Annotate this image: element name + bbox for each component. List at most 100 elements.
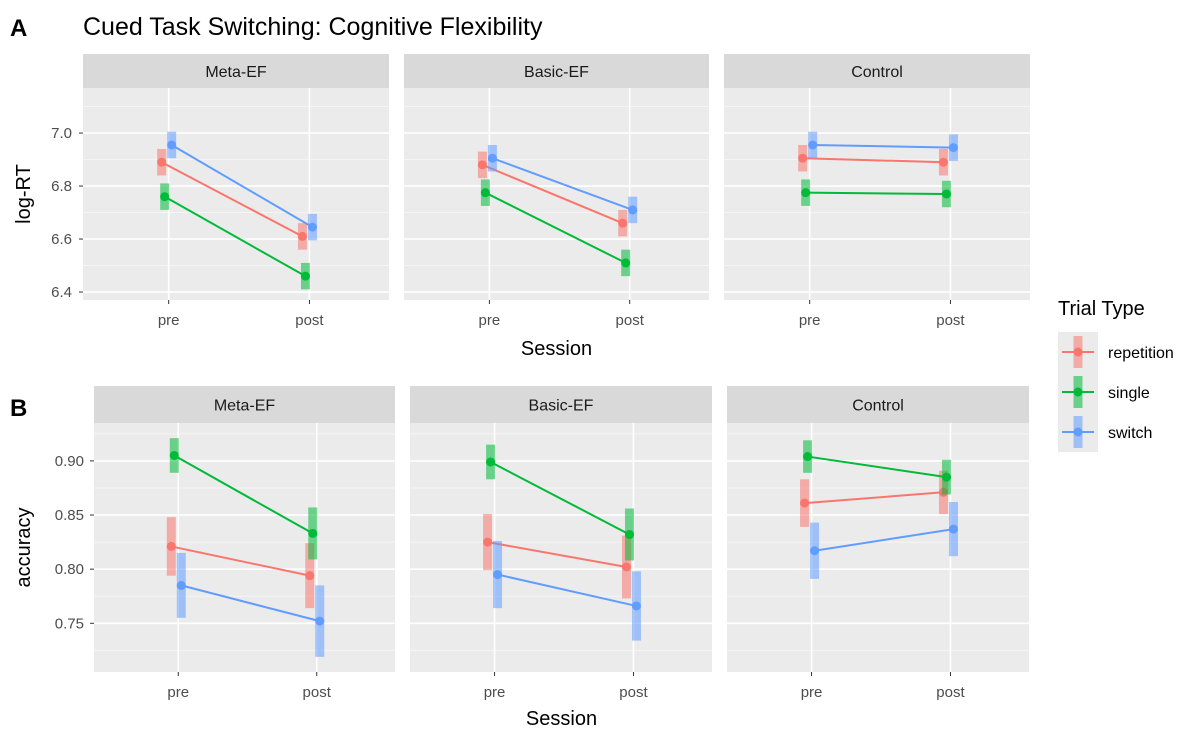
data-point xyxy=(938,157,948,167)
data-point xyxy=(315,616,325,626)
data-point xyxy=(624,530,634,540)
data-point xyxy=(800,498,810,508)
series-line xyxy=(173,454,314,535)
plot-background xyxy=(404,88,709,300)
series-single xyxy=(480,179,631,277)
data-point xyxy=(798,153,808,163)
data-point xyxy=(631,601,641,611)
series-line xyxy=(164,195,306,278)
facet-strip-label: Meta-EF xyxy=(214,398,276,415)
data-point xyxy=(803,452,813,462)
y-axis-title: accuracy xyxy=(13,507,35,587)
series-single xyxy=(801,179,951,208)
y-tick-label: 6.6 xyxy=(51,231,72,248)
legend-title: Trial Type xyxy=(1058,298,1145,320)
series-repetition xyxy=(477,151,628,237)
facet-strip xyxy=(410,386,712,423)
x-axis-title: Session xyxy=(526,708,597,729)
series-line xyxy=(171,545,310,577)
data-point xyxy=(628,205,638,215)
series-line xyxy=(812,143,954,149)
y-tick-label: 6.8 xyxy=(51,178,72,195)
data-point xyxy=(308,528,318,538)
x-tick-label: post xyxy=(936,684,965,701)
series-repetition xyxy=(166,517,315,609)
legend: Trial Type repetition single switch xyxy=(1058,298,1174,452)
series-switch xyxy=(808,131,958,161)
data-point xyxy=(810,546,820,556)
plot-background xyxy=(94,423,395,672)
data-point xyxy=(801,188,811,198)
y-tick-label: 7.0 xyxy=(51,125,72,142)
facet-panel-control: Control pre post xyxy=(727,386,1029,701)
data-point xyxy=(941,472,951,482)
facet-strip xyxy=(724,54,1030,88)
data-point xyxy=(307,222,317,232)
x-tick-label: pre xyxy=(167,684,189,701)
data-point xyxy=(487,153,497,163)
data-point xyxy=(176,580,186,590)
legend-item-label: single xyxy=(1108,385,1150,402)
x-tick-label: post xyxy=(936,312,965,329)
data-point xyxy=(941,189,951,199)
data-point xyxy=(948,524,958,534)
facet-strip-label: Meta-EF xyxy=(205,64,267,81)
series-repetition xyxy=(798,144,948,176)
data-point xyxy=(948,143,958,153)
series-line xyxy=(482,163,624,225)
plot-a-logrt: Meta-EF pre post Basic-EF pre post Control pre p… xyxy=(13,54,1030,360)
chart-title: Cued Task Switching: Cognitive Flexibili… xyxy=(83,13,543,41)
data-point xyxy=(167,140,177,150)
y-tick-label: 0.75 xyxy=(55,615,84,632)
series-line xyxy=(497,573,637,607)
series-single xyxy=(160,183,310,290)
series-switch xyxy=(493,541,641,641)
series-line xyxy=(814,528,954,552)
series-switch xyxy=(167,131,317,241)
panel-a-letter: A xyxy=(10,15,27,42)
x-tick-label: post xyxy=(619,684,648,701)
data-point xyxy=(297,231,307,241)
data-point xyxy=(157,157,167,167)
series-line xyxy=(805,191,947,195)
facet-strip-label: Basic-EF xyxy=(529,398,594,415)
legend-key-point xyxy=(1073,347,1083,357)
legend-key-point xyxy=(1073,387,1083,397)
x-tick-label: pre xyxy=(801,684,823,701)
facet-strip-label: Control xyxy=(852,398,904,415)
legend-item-repetition: repetition xyxy=(1058,332,1174,372)
x-tick-label: post xyxy=(295,312,324,329)
series-line xyxy=(492,157,634,211)
facet-panel-basic-ef: Basic-EF pre post xyxy=(404,54,709,329)
data-point xyxy=(169,450,179,460)
y-tick-label: 0.90 xyxy=(55,453,84,470)
y-axis-title: log-RT xyxy=(13,164,35,224)
x-tick-label: pre xyxy=(479,312,501,329)
facet-strip xyxy=(404,54,709,88)
series-switch xyxy=(810,502,958,579)
facet-strip-label: Basic-EF xyxy=(524,64,589,81)
data-point xyxy=(160,192,170,202)
series-single xyxy=(803,440,951,495)
series-line xyxy=(490,461,630,536)
series-line xyxy=(804,491,944,505)
data-point xyxy=(808,140,818,150)
series-line xyxy=(161,161,303,238)
x-tick-label: pre xyxy=(799,312,821,329)
data-point xyxy=(621,258,631,268)
series-line xyxy=(807,455,947,479)
data-point xyxy=(300,271,310,281)
x-tick-label: pre xyxy=(484,684,506,701)
data-point xyxy=(493,570,503,580)
legend-item-single: single xyxy=(1058,372,1150,412)
series-switch xyxy=(487,144,638,224)
data-point xyxy=(486,457,496,467)
series-repetition xyxy=(483,513,631,599)
series-repetition xyxy=(157,148,307,250)
legend-item-label: switch xyxy=(1108,425,1152,442)
x-axis-title: Session xyxy=(521,338,592,360)
series-line xyxy=(171,144,313,228)
series-line xyxy=(181,584,320,623)
facet-panel-meta-ef: Meta-EF pre post xyxy=(94,386,395,701)
y-tick-label: 0.80 xyxy=(55,561,84,578)
